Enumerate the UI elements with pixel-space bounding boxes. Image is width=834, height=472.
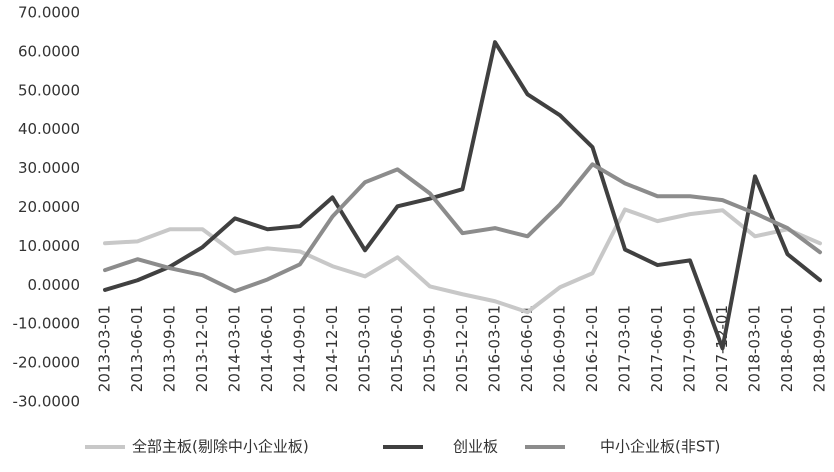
legend-label: 全部主板(剔除中小企业板) xyxy=(132,438,309,456)
series-line xyxy=(103,40,822,351)
x-tick-label: 2017-09-01 xyxy=(681,305,699,392)
y-tick-label: -20.0000 xyxy=(13,354,80,372)
y-tick-label: 30.0000 xyxy=(18,159,80,177)
x-tick-label: 2015-12-01 xyxy=(453,305,471,392)
x-tick-label: 2016-06-01 xyxy=(518,305,536,392)
legend-label: 创业板 xyxy=(453,438,498,456)
x-tick-label: 2017-06-01 xyxy=(648,305,666,392)
x-tick-label: 2013-09-01 xyxy=(161,305,179,392)
y-tick-label: 0.0000 xyxy=(28,276,81,294)
y-tick-label: -10.0000 xyxy=(13,315,80,333)
y-tick-label: 50.0000 xyxy=(18,81,80,99)
y-tick-label: 10.0000 xyxy=(18,237,80,255)
x-tick-label: 2015-09-01 xyxy=(421,305,439,392)
x-tick-label: 2016-03-01 xyxy=(486,305,504,392)
y-tick-label: -30.0000 xyxy=(13,393,80,411)
x-tick-label: 2015-06-01 xyxy=(388,305,406,392)
x-tick-label: 2016-12-01 xyxy=(583,305,601,392)
y-tick-label: 70.0000 xyxy=(18,4,80,22)
x-tick-label: 2018-06-01 xyxy=(778,305,796,392)
x-tick-label: 2016-09-01 xyxy=(551,305,569,392)
legend-label: 中小企业板(非ST) xyxy=(600,438,720,456)
x-tick-label: 2018-09-01 xyxy=(811,305,829,392)
y-tick-label: 20.0000 xyxy=(18,198,80,216)
x-tick-label: 2014-06-01 xyxy=(258,305,276,392)
x-tick-label: 2015-03-01 xyxy=(356,305,374,392)
x-tick-label: 2018-03-01 xyxy=(746,305,764,392)
x-tick-label: 2014-12-01 xyxy=(323,305,341,392)
y-tick-label: 60.0000 xyxy=(18,42,80,60)
x-tick-label: 2013-03-01 xyxy=(96,305,114,392)
x-tick-label: 2017-03-01 xyxy=(616,305,634,392)
x-tick-label: 2013-12-01 xyxy=(193,305,211,392)
x-tick-label: 2013-06-01 xyxy=(128,305,146,392)
y-tick-label: 40.0000 xyxy=(18,120,80,138)
x-tick-label: 2014-03-01 xyxy=(226,305,244,392)
series-line xyxy=(103,207,822,315)
x-tick-label: 2014-09-01 xyxy=(291,305,309,392)
series-line xyxy=(103,162,822,294)
